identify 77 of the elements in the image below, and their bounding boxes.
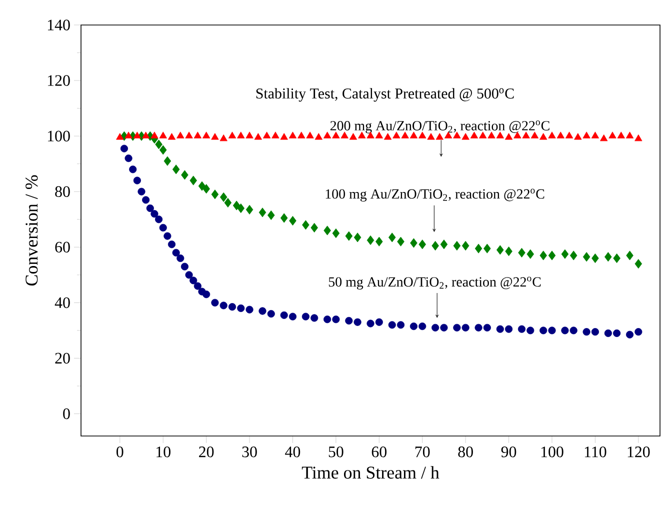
x-tick-label: 60 bbox=[372, 446, 387, 458]
y-tick-label: 0 bbox=[63, 408, 70, 420]
point bbox=[289, 216, 296, 226]
point bbox=[302, 220, 310, 230]
point bbox=[324, 226, 331, 236]
x-tick-label: 20 bbox=[199, 446, 214, 458]
point bbox=[202, 184, 210, 194]
point bbox=[172, 164, 180, 174]
text: Stability Test, Catalyst Pretreated @ 500$^{o}$C bbox=[256, 88, 514, 102]
y-tick-label: 40 bbox=[54, 297, 70, 308]
y-tick-label: 80 bbox=[55, 186, 70, 197]
point bbox=[634, 259, 642, 269]
x-tick-label: 30 bbox=[242, 446, 257, 458]
point bbox=[613, 253, 620, 264]
point bbox=[626, 250, 634, 260]
x-tick-label: 110 bbox=[584, 446, 606, 458]
point bbox=[211, 190, 219, 200]
x-tick-label: 50 bbox=[328, 446, 344, 458]
x-tick-label: 70 bbox=[415, 446, 430, 458]
point bbox=[310, 222, 318, 232]
point bbox=[181, 170, 188, 180]
x-tick-label: 100 bbox=[541, 446, 564, 458]
x-tick-label: 120 bbox=[628, 446, 650, 458]
point bbox=[198, 181, 206, 191]
annotation: 200 mg Au/ZnO/TiO$_{2}$, reaction @22$^{o}$C bbox=[330, 120, 550, 134]
y-axis-title: Conversion / % bbox=[26, 175, 38, 286]
point bbox=[164, 156, 172, 166]
point bbox=[540, 250, 547, 260]
y-tick-label: 20 bbox=[55, 352, 70, 364]
point bbox=[432, 240, 439, 251]
point bbox=[280, 213, 288, 223]
point bbox=[440, 240, 448, 250]
point bbox=[526, 249, 534, 259]
point bbox=[224, 198, 232, 208]
point bbox=[604, 252, 612, 262]
x-axis-title: Time on Stream / h bbox=[302, 466, 440, 479]
point bbox=[232, 200, 240, 210]
x-tick-label: 80 bbox=[458, 446, 473, 458]
annotation: 50 mg Au/ZnO/TiO$_{2}$, reaction @22$^{o}$C bbox=[328, 276, 541, 290]
point bbox=[418, 240, 426, 250]
point bbox=[155, 140, 162, 150]
point bbox=[453, 240, 461, 251]
point bbox=[366, 235, 374, 245]
point bbox=[237, 203, 245, 214]
annotation: 100 mg Au/ZnO/TiO$_{2}$, reaction @22$^{o}$C bbox=[326, 188, 544, 202]
x-tick-label: 10 bbox=[156, 446, 170, 458]
point bbox=[376, 236, 383, 246]
x-tick-label: 0 bbox=[116, 446, 124, 458]
point bbox=[496, 245, 504, 255]
y-tick-label: 140 bbox=[48, 20, 70, 30]
point bbox=[332, 228, 340, 238]
point bbox=[561, 249, 569, 259]
x-tick-label: 40 bbox=[285, 446, 300, 458]
y-tick-label: 120 bbox=[48, 75, 70, 86]
point bbox=[345, 231, 353, 241]
point bbox=[267, 210, 275, 220]
point bbox=[354, 232, 362, 242]
point bbox=[410, 238, 418, 248]
y-tick-label: 100 bbox=[48, 130, 70, 142]
point bbox=[190, 176, 197, 186]
point bbox=[505, 246, 512, 256]
point bbox=[388, 232, 396, 242]
point bbox=[518, 248, 526, 258]
point bbox=[548, 250, 556, 260]
x-tick-label: 90 bbox=[501, 446, 516, 458]
point bbox=[582, 252, 590, 262]
point bbox=[592, 253, 599, 264]
point bbox=[246, 204, 254, 214]
y-tick-label: 60 bbox=[55, 242, 70, 253]
point bbox=[258, 208, 266, 218]
point bbox=[474, 244, 482, 254]
point bbox=[462, 240, 470, 251]
point bbox=[159, 145, 167, 155]
point bbox=[484, 244, 491, 254]
point bbox=[220, 192, 228, 202]
point bbox=[397, 236, 404, 246]
point bbox=[570, 250, 578, 260]
